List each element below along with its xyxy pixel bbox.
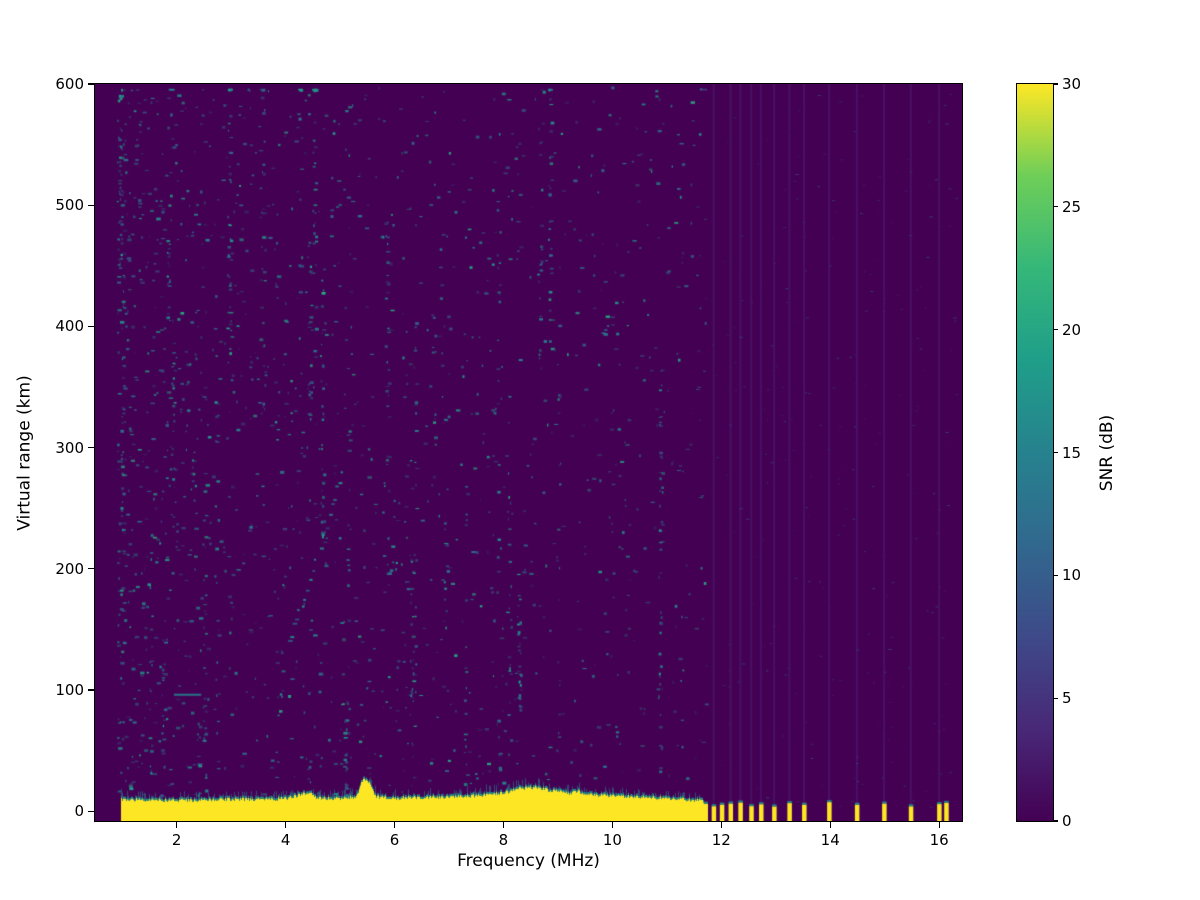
x-tick-label: 8 xyxy=(498,831,509,849)
y-tick-mark xyxy=(88,689,94,691)
x-tick-label: 14 xyxy=(820,831,840,849)
colorbar-tick-mark xyxy=(1053,697,1058,699)
colorbar-tick-mark xyxy=(1053,83,1058,85)
x-tick-mark xyxy=(176,822,178,828)
y-axis-label: Virtual range (km) xyxy=(15,374,35,531)
colorbar xyxy=(1016,83,1054,822)
x-tick-mark xyxy=(720,822,722,828)
x-axis-label: Frequency (MHz) xyxy=(457,851,600,871)
y-tick-label: 500 xyxy=(55,196,84,215)
y-tick-mark xyxy=(88,204,94,206)
colorbar-label: SNR (dB) xyxy=(1097,414,1118,491)
y-tick-label: 400 xyxy=(55,317,84,336)
colorbar-tick-label: 30 xyxy=(1062,75,1082,93)
colorbar-tick-label: 20 xyxy=(1062,320,1082,339)
y-tick-mark xyxy=(88,447,94,449)
x-tick-label: 4 xyxy=(280,831,291,849)
colorbar-tick-label: 10 xyxy=(1062,566,1082,585)
y-tick-label: 600 xyxy=(55,75,84,93)
x-tick-mark xyxy=(829,822,831,828)
plot-area xyxy=(94,83,963,822)
y-tick-mark xyxy=(88,810,94,812)
colorbar-tick-label: 15 xyxy=(1062,443,1082,462)
y-tick-mark xyxy=(88,325,94,328)
x-tick-mark xyxy=(938,822,940,828)
x-tick-mark xyxy=(611,822,613,828)
colorbar-tick-mark xyxy=(1053,329,1058,331)
x-tick-mark xyxy=(502,822,505,828)
y-axis-label-wrap: Virtual range (km) xyxy=(8,84,42,821)
x-tick-label: 2 xyxy=(171,831,182,849)
x-tick-label: 12 xyxy=(711,831,731,849)
ionogram-heatmap-canvas xyxy=(95,84,962,821)
colorbar-tick-label: 25 xyxy=(1062,197,1082,216)
y-tick-label: 200 xyxy=(55,559,84,578)
y-tick-label: 100 xyxy=(55,681,84,700)
x-tick-label: 16 xyxy=(929,831,949,849)
x-tick-label: 10 xyxy=(602,831,622,849)
x-tick-mark xyxy=(393,822,396,828)
y-tick-mark xyxy=(88,568,94,570)
x-tick-mark xyxy=(285,822,287,828)
colorbar-tick-label: 5 xyxy=(1062,689,1072,708)
colorbar-tick-mark xyxy=(1053,574,1058,576)
colorbar-tick-mark xyxy=(1053,820,1058,822)
x-tick-label: 6 xyxy=(389,831,400,849)
y-tick-label: 0 xyxy=(74,802,84,821)
y-tick-mark xyxy=(88,83,94,85)
colorbar-tick-mark xyxy=(1053,451,1058,454)
y-tick-label: 300 xyxy=(55,438,84,457)
colorbar-tick-mark xyxy=(1053,206,1058,208)
colorbar-tick-label: 0 xyxy=(1062,812,1072,830)
